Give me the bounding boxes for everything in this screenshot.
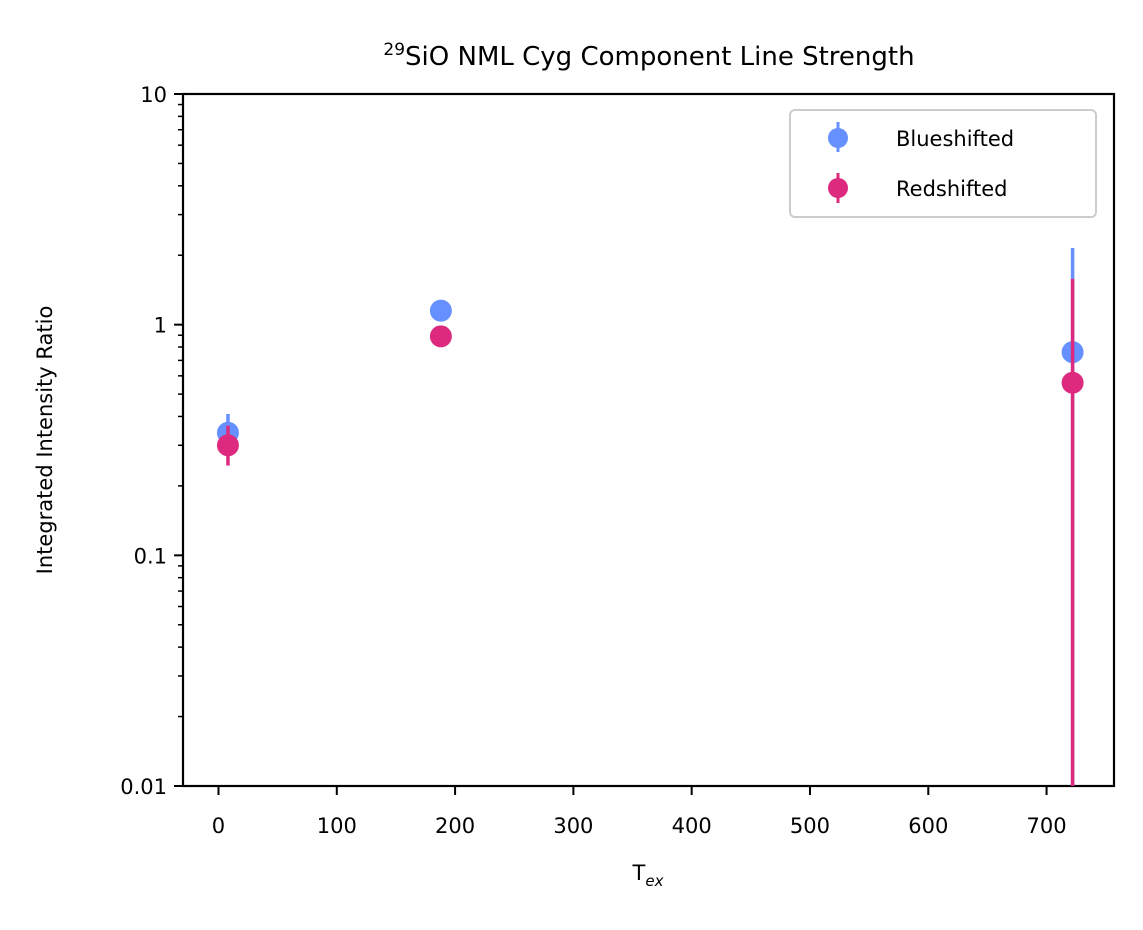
x-tick-label: 200 bbox=[435, 814, 475, 838]
y-tick-label: 10 bbox=[140, 83, 167, 107]
legend: Blueshifted Redshifted bbox=[789, 109, 1097, 218]
legend-box bbox=[789, 109, 1097, 218]
x-tick-label: 100 bbox=[317, 814, 357, 838]
title-superscript: 29 bbox=[383, 40, 405, 60]
chart-title: 29SiO NML Cyg Component Line Strength bbox=[383, 40, 914, 72]
x-axis-label-main: T bbox=[632, 861, 646, 885]
x-tick-label: 500 bbox=[790, 814, 830, 838]
data-points bbox=[216, 247, 1084, 786]
data-point bbox=[1061, 371, 1084, 394]
y-axis-label: Integrated Intensity Ratio bbox=[33, 306, 57, 575]
legend-marker-redshifted bbox=[828, 178, 848, 198]
y-tick-label: 0.01 bbox=[120, 775, 167, 799]
legend-marker-blueshifted bbox=[828, 128, 848, 148]
legend-label-blueshifted: Blueshifted bbox=[896, 127, 1014, 151]
y-tick-label: 1 bbox=[154, 314, 167, 338]
title-text: SiO NML Cyg Component Line Strength bbox=[405, 42, 915, 72]
series-redshifted bbox=[216, 278, 1084, 786]
data-point bbox=[216, 434, 239, 457]
x-tick-label: 300 bbox=[553, 814, 593, 838]
plot-frame bbox=[181, 92, 1116, 788]
data-point bbox=[429, 299, 452, 322]
axis-ticks: 0 100 200 300 400 500 600 700 0.01 0.1 1 10 bbox=[120, 83, 1066, 838]
x-tick-label: 700 bbox=[1027, 814, 1067, 838]
y-tick-label: 0.1 bbox=[134, 544, 167, 568]
data-point bbox=[429, 325, 452, 348]
x-axis-label: Tex bbox=[632, 861, 664, 890]
x-axis-label-subscript: ex bbox=[645, 872, 663, 890]
legend-label-redshifted: Redshifted bbox=[896, 177, 1008, 201]
x-tick-label: 400 bbox=[672, 814, 712, 838]
x-tick-label: 0 bbox=[212, 814, 225, 838]
x-tick-label: 600 bbox=[908, 814, 948, 838]
